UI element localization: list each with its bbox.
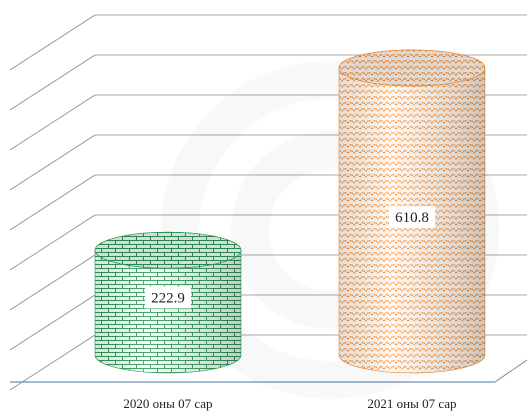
gridline-side	[9, 14, 96, 71]
gridline-side	[9, 54, 96, 111]
bar-2021: 610.8	[338, 49, 486, 374]
bar-top-shading	[338, 49, 486, 87]
gridline-side	[9, 94, 96, 151]
gridline-side	[9, 214, 96, 271]
category-label-2021: 2021 оны 07 сар	[367, 396, 456, 411]
bar-shading	[95, 250, 241, 373]
category-label-2020: 2020 оны 07 сар	[123, 396, 212, 411]
gridline-side	[9, 254, 96, 311]
gridline-side	[9, 134, 96, 191]
bar-top-shading	[94, 231, 242, 269]
gridline-side	[9, 334, 96, 391]
bar-2020: 222.9	[94, 231, 242, 374]
data-label: 610.8	[395, 210, 429, 226]
floor	[10, 359, 527, 383]
data-label: 222.9	[151, 290, 185, 306]
gridline-side	[9, 174, 96, 231]
data-label-box	[389, 206, 435, 229]
bars: 222.9 610.8	[94, 49, 486, 374]
data-label-box	[145, 286, 191, 309]
gridline-side	[9, 294, 96, 351]
